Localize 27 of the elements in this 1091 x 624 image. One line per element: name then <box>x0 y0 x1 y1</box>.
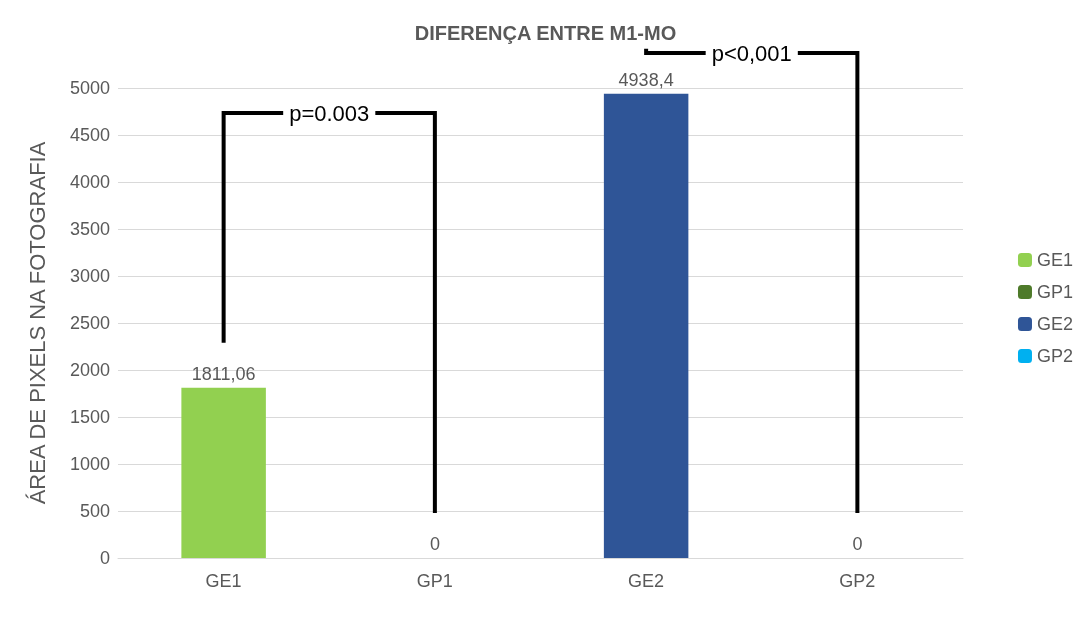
chart-title: DIFERENÇA ENTRE M1-MO <box>414 22 677 44</box>
y-tick-label: 0 <box>99 548 110 568</box>
x-tick-label: GE2 <box>628 571 665 591</box>
y-tick-label: 4000 <box>69 172 110 192</box>
data-label: 0 <box>429 534 440 554</box>
data-label: 0 <box>852 534 863 554</box>
legend-label: GE2 <box>1036 314 1074 334</box>
legend-label: GP1 <box>1036 282 1074 302</box>
y-tick-label: 2500 <box>69 313 110 333</box>
y-tick-label: 4500 <box>69 125 110 145</box>
x-tick-label: GP1 <box>416 571 453 591</box>
text: p<0,001 <box>711 40 792 66</box>
y-tick-label: 1000 <box>69 454 110 474</box>
y-tick-label: 2000 <box>69 360 110 380</box>
y-axis-title: ÁREA DE PIXELS NA FOTOGRAFIA <box>24 141 50 505</box>
legend-label: GE1 <box>1036 250 1074 270</box>
legend-label: GP2 <box>1036 346 1074 366</box>
x-tick-label: GP2 <box>839 571 876 591</box>
y-tick-label: 3000 <box>69 266 110 286</box>
x-tick-label: GE1 <box>205 571 242 591</box>
y-tick-label: 5000 <box>69 78 110 98</box>
data-label: 1811,06 <box>191 363 256 384</box>
annotation: p=0.003 <box>289 100 370 126</box>
y-tick-label: 500 <box>79 501 110 521</box>
data-label: 4938,4 <box>618 69 674 90</box>
y-tick-label: 1500 <box>69 407 110 427</box>
y-tick-label: 3500 <box>69 219 110 239</box>
